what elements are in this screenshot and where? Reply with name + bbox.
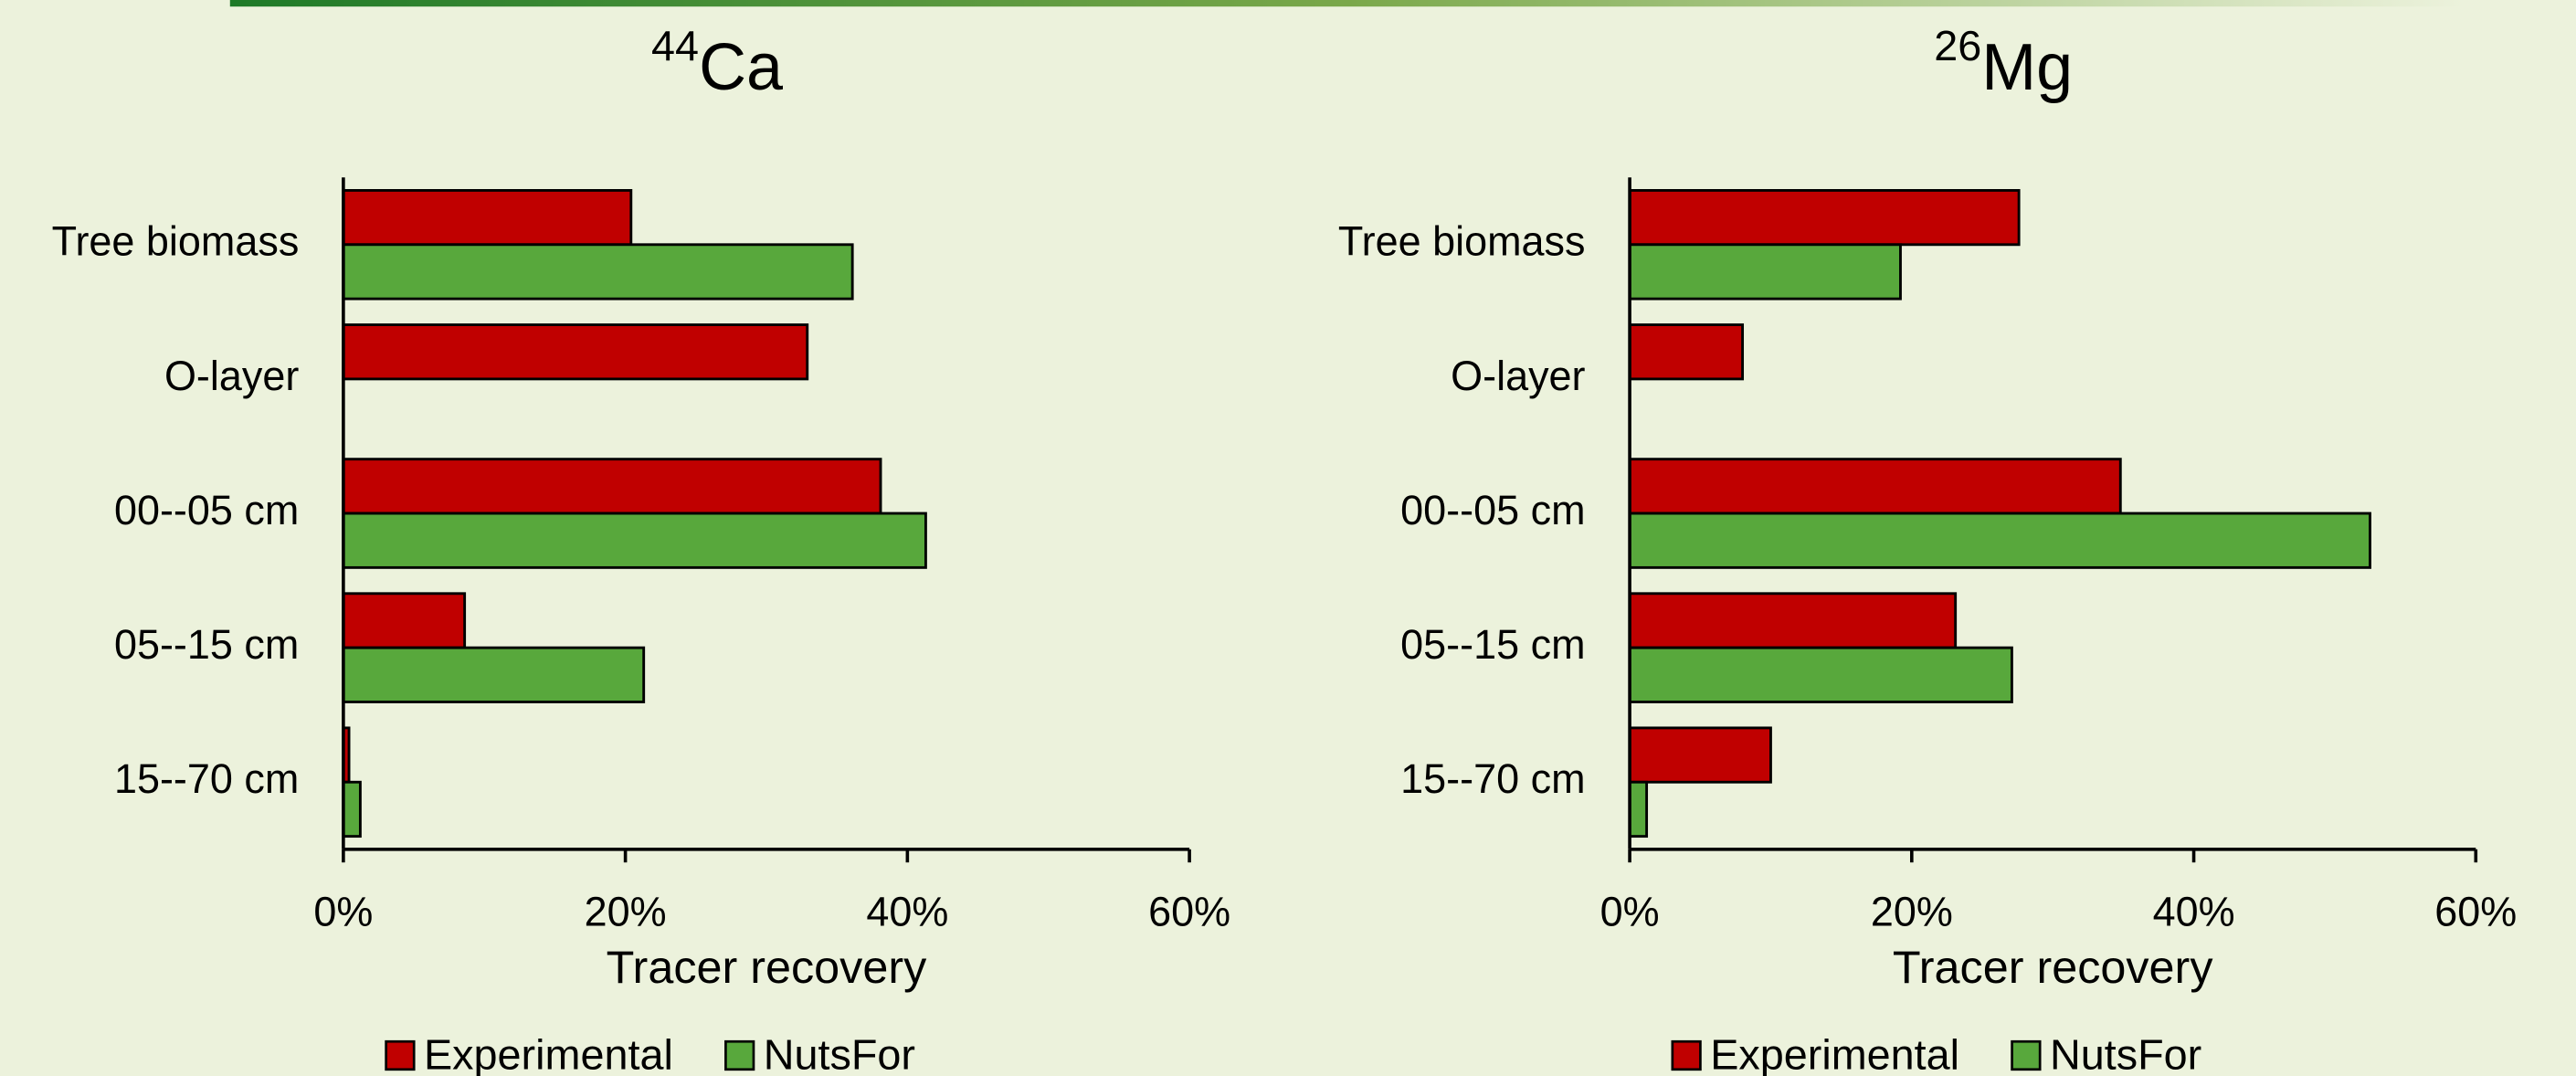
bar: [342, 592, 467, 649]
legend-swatch: [1671, 1039, 1702, 1071]
title-text: Mg: [1981, 31, 2073, 104]
bar: [1628, 646, 2013, 703]
bar: [342, 243, 854, 301]
x-tick-label: 60%: [2434, 889, 2517, 935]
bar: [342, 323, 809, 381]
legend-label: NutsFor: [2050, 1031, 2201, 1076]
chart-title: 26Mg: [1934, 22, 2073, 104]
legend-label: Experimental: [424, 1031, 673, 1076]
title-superscript: 26: [1934, 22, 1981, 69]
bar: [1628, 780, 1649, 839]
chart-title: 44Ca: [651, 22, 783, 104]
bar: [342, 512, 927, 569]
title-text: Ca: [699, 31, 783, 104]
x-tick-label: 20%: [1871, 889, 1953, 935]
y-tick-label: O-layer: [1451, 353, 1585, 399]
x-axis-title: Tracer recovery: [607, 941, 927, 993]
y-tick-label: 05--15 cm: [1400, 621, 1585, 668]
x-axis-title: Tracer recovery: [1893, 941, 2213, 993]
legend-swatch: [2011, 1039, 2042, 1071]
bar: [1628, 323, 1745, 381]
bar: [1628, 512, 2371, 569]
bar: [1628, 243, 1902, 301]
legend-swatch: [724, 1039, 755, 1071]
title-superscript: 44: [651, 22, 699, 69]
bar: [342, 189, 633, 247]
y-tick-label: 15--70 cm: [114, 755, 299, 802]
y-tick-label: 00--05 cm: [114, 487, 299, 533]
bar: [342, 780, 362, 839]
x-tick-label: 60%: [1148, 889, 1230, 935]
bar: [1628, 726, 1772, 784]
x-tick-label: 40%: [2153, 889, 2235, 935]
bar: [342, 646, 646, 703]
legend-label: Experimental: [1710, 1031, 1959, 1076]
x-tick-label: 40%: [866, 889, 948, 935]
legend-label: NutsFor: [764, 1031, 915, 1076]
y-tick-label: Tree biomass: [1338, 218, 1586, 265]
y-tick-label: 15--70 cm: [1400, 755, 1585, 802]
bar: [1628, 592, 1958, 649]
x-tick-label: 0%: [313, 889, 373, 935]
y-tick-label: 00--05 cm: [1400, 487, 1585, 533]
y-tick-label: Tree biomass: [52, 218, 300, 265]
bar: [1628, 458, 2122, 515]
legend-swatch: [385, 1039, 416, 1071]
top-rule: [229, 0, 2465, 7]
bar: [1628, 189, 2021, 247]
x-tick-label: 20%: [585, 889, 667, 935]
y-tick-label: 05--15 cm: [114, 621, 299, 668]
bar: [342, 458, 882, 515]
y-tick-label: O-layer: [164, 353, 299, 399]
x-tick-label: 0%: [1600, 889, 1660, 935]
